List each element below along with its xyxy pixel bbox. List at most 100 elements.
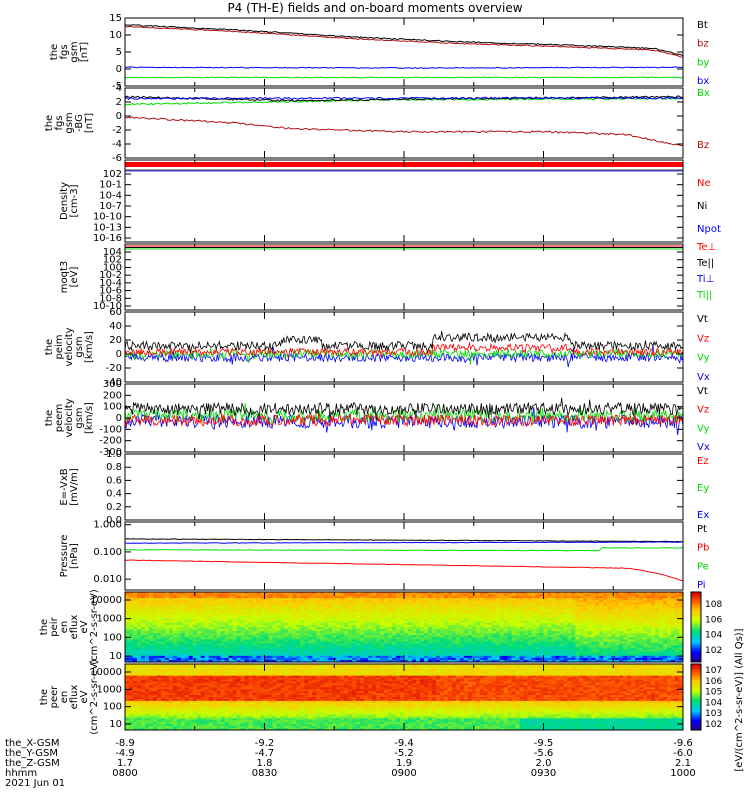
panel-8-spectrogram-cell <box>128 610 134 613</box>
panel-8-spectrogram-cell <box>651 624 656 628</box>
panel-8-spectrogram-cell <box>168 622 174 626</box>
panel-8-spectrogram-cell <box>579 639 584 642</box>
panel-8-spectrogram-cell <box>427 610 433 613</box>
panel-8-spectrogram-cell <box>571 633 576 636</box>
panel-8-spectrogram-cell <box>631 637 636 640</box>
panel-8-spectrogram-cell <box>360 639 365 642</box>
panel-8-spectrogram-cell <box>308 629 313 632</box>
panel-8-spectrogram-cell <box>284 594 289 597</box>
panel-8-spectrogram-cell <box>252 624 257 628</box>
panel-8-spectrogram-cell <box>356 653 361 657</box>
panel-8-spectrogram-cell <box>423 655 429 659</box>
panel-8-spectrogram-cell <box>443 592 449 595</box>
panel-8-spectrogram-cell <box>136 631 142 634</box>
panel-8-spectrogram-cell <box>643 592 648 595</box>
panel-8-spectrogram-cell <box>320 592 325 595</box>
panel-8-spectrogram-cell <box>511 633 516 636</box>
panel-8-spectrogram-cell <box>300 622 305 626</box>
panel-8-spectrogram-cell <box>204 618 210 622</box>
panel-8-spectrogram-cell <box>152 604 158 607</box>
panel-8-spectrogram-cell <box>531 604 536 607</box>
panel-5-ylabel-word: the <box>44 410 55 426</box>
panel-8-spectrogram-cell <box>439 608 445 611</box>
panel-8-spectrogram-cell <box>575 633 580 636</box>
panel-8-spectrogram-cell <box>655 653 660 657</box>
panel-8-spectrogram-cell <box>519 598 524 601</box>
panel-8-spectrogram-cell <box>348 602 353 605</box>
panel-8-spectrogram-cell <box>320 608 325 611</box>
panel-8-spectrogram-cell <box>364 592 369 595</box>
panel-8-spectrogram-cell <box>547 604 552 607</box>
panel-8-spectrogram-cell <box>356 641 361 644</box>
panel-8-spectrogram-cell <box>655 614 660 618</box>
panel-8-spectrogram-cell <box>328 643 333 646</box>
panel-8-spectrogram-cell <box>216 614 222 618</box>
panel-8-spectrogram-cell <box>623 647 628 651</box>
panel-8-spectrogram-cell <box>427 655 433 659</box>
panel-8-spectrogram-cell <box>280 622 285 626</box>
panel-8-spectrogram-cell <box>376 637 381 640</box>
panel-8-spectrogram-cell <box>563 604 568 607</box>
panel-8-spectrogram-cell <box>352 635 357 638</box>
panel-8-spectrogram-cell <box>623 608 628 611</box>
panel-8-spectrogram-cell <box>376 633 381 636</box>
panel-8-spectrogram-cell <box>551 641 556 644</box>
panel-8-spectrogram-cell <box>523 608 528 611</box>
panel-8-spectrogram-cell <box>300 645 305 648</box>
panel-8-spectrogram-cell <box>188 610 194 613</box>
panel-8-spectrogram-cell <box>136 616 142 620</box>
panel-8-spectrogram-cell <box>348 604 353 607</box>
panel-8-spectrogram-cell <box>284 639 289 642</box>
panel-8-spectrogram-cell <box>515 622 520 626</box>
panel-8-spectrogram-cell <box>300 639 305 642</box>
panel-8-spectrogram-cell <box>599 608 604 611</box>
panel-8-spectrogram-cell <box>208 651 214 655</box>
panel-8-spectrogram-cell <box>643 639 648 642</box>
panel-8-spectrogram-cell <box>627 653 632 657</box>
panel-8-spectrogram-cell <box>619 596 624 599</box>
panel-8-spectrogram-cell <box>583 606 588 609</box>
panel-8-spectrogram-cell <box>407 612 413 616</box>
panel-8-spectrogram-cell <box>567 657 572 661</box>
panel-8-spectrogram-cell <box>132 647 138 651</box>
panel-8-spectrogram-cell <box>272 655 277 659</box>
panel-8-spectrogram-cell <box>332 620 337 624</box>
panel-8-spectrogram-cell <box>559 600 564 603</box>
panel-8-spectrogram-cell <box>507 639 513 642</box>
panel-8-spectrogram-cell <box>519 608 524 611</box>
panel-8-spectrogram-cell <box>579 618 584 622</box>
panel-8-spectrogram-cell <box>451 606 457 609</box>
panel-8-spectrogram-cell <box>216 627 222 630</box>
panel-8-spectrogram-cell <box>639 641 644 644</box>
panel-8-spectrogram-cell <box>659 614 664 618</box>
panel-8-spectrogram-cell <box>499 622 505 626</box>
panel-8-spectrogram-cell <box>587 639 592 642</box>
panel-8-spectrogram-cell <box>216 594 222 597</box>
panel-8-spectrogram-cell <box>407 610 413 613</box>
panel-8-spectrogram-cell <box>372 612 377 616</box>
panel-8-spectrogram-cell <box>125 645 130 648</box>
panel-8-spectrogram-cell <box>372 657 377 661</box>
panel-8-spectrogram-cell <box>651 596 656 599</box>
panel-8-spectrogram-cell <box>308 606 313 609</box>
panel-8-spectrogram-cell <box>655 600 660 603</box>
panel-8-spectrogram-cell <box>376 643 381 646</box>
panel-0-ylabel-word: gsm <box>69 41 80 62</box>
panel-8-spectrogram-cell <box>463 600 469 603</box>
panel-2-ytick-label: 10-16 <box>93 233 122 244</box>
panel-8-spectrogram-cell <box>607 633 612 636</box>
panel-8-spectrogram-cell <box>356 649 361 653</box>
panel-8-spectrogram-cell <box>463 643 469 646</box>
panel-8-spectrogram-cell <box>356 618 361 622</box>
panel-8-spectrogram-cell <box>264 653 269 657</box>
panel-8-spectrogram-cell <box>599 649 604 653</box>
panel-8-spectrogram-cell <box>563 643 568 646</box>
panel-8-spectrogram-cell <box>551 612 556 616</box>
panel-8-spectrogram-cell <box>252 629 257 632</box>
panel-8-spectrogram-cell <box>579 649 584 653</box>
panel-8-spectrogram-cell <box>411 643 417 646</box>
panel-8-spectrogram-cell <box>619 645 624 648</box>
panel-8-spectrogram-cell <box>344 649 349 653</box>
panel-8-spectrogram-cell <box>276 643 281 646</box>
panel-6-frame <box>124 453 684 521</box>
